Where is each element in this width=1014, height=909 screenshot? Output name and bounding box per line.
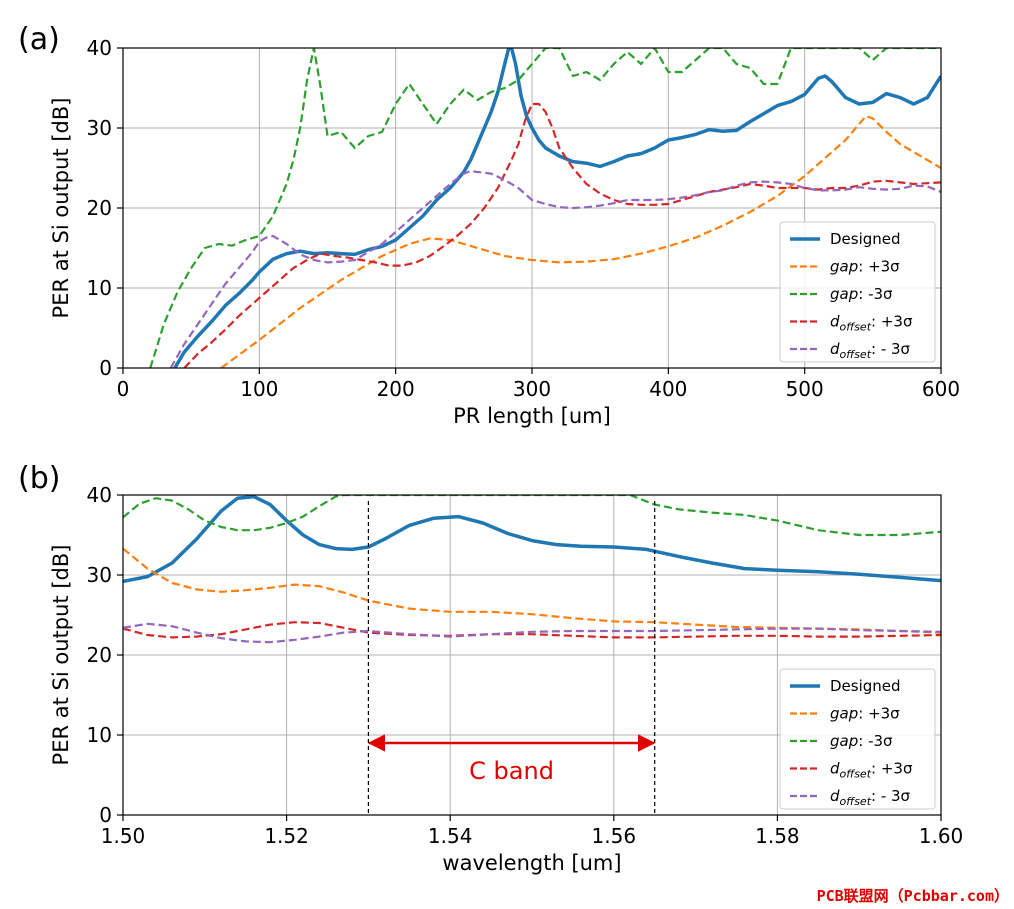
y-tick-label: 20	[87, 196, 112, 220]
x-tick-label: 1.56	[592, 824, 637, 848]
series-line-gap_plus	[123, 547, 941, 634]
legend-box	[779, 221, 936, 363]
y-tick-label: 30	[87, 563, 112, 587]
series-line-gap_minus	[123, 495, 941, 537]
series-line-doff_minus	[169, 170, 941, 368]
legend-label: doffset: - 3σ	[830, 787, 911, 808]
series-line-designed	[123, 495, 941, 584]
series-line-doff_plus	[123, 621, 941, 639]
x-tick-label: 100	[240, 377, 278, 401]
panel-b: C band 1.50 1.52 1.54 1.56 1.58 1.60 0 10 20 30 40 w…	[18, 461, 963, 875]
x-tick-label: 1.50	[101, 824, 146, 848]
series-line-gap_minus	[149, 48, 941, 368]
x-tick-label: 300	[513, 377, 551, 401]
legend-label: Designed	[830, 677, 901, 695]
y-axis-label: PER at Si output [dB]	[49, 98, 73, 319]
y-tick-label: 30	[87, 116, 112, 140]
panel-label: (a)	[18, 22, 60, 57]
y-tick-label: 10	[87, 723, 112, 747]
x-axis-label: wavelength [um]	[442, 851, 621, 875]
x-tick-label: 1.58	[755, 824, 800, 848]
y-tick-label: 20	[87, 643, 112, 667]
x-tick-label: 200	[377, 377, 415, 401]
series-line-doff_plus	[183, 102, 941, 368]
x-tick-label: 1.60	[919, 824, 964, 848]
legend-label: Designed	[830, 230, 901, 248]
x-tick-label: 1.54	[428, 824, 473, 848]
panel-label: (b)	[18, 461, 60, 496]
legend-label: doffset: +3σ	[830, 760, 913, 781]
y-axis-label: PER at Si output [dB]	[49, 545, 73, 766]
y-tick-label: 40	[87, 483, 112, 507]
legend-label: doffset: +3σ	[830, 313, 913, 334]
legend: Designed gap: +3σ gap: -3σ doffset: +3σ doff…	[779, 668, 936, 810]
series-group	[149, 48, 941, 368]
x-tick-label: 400	[649, 377, 687, 401]
series-line-doff_minus	[123, 622, 941, 644]
x-tick-label: 600	[922, 377, 960, 401]
panel-a: 0 100 200 300 400 500 600 0 10 20 30 40 PR length [u…	[18, 22, 960, 428]
y-tick-label: 10	[87, 276, 112, 300]
series-group	[123, 495, 941, 644]
legend-label: gap: -3σ	[830, 732, 893, 750]
x-tick-label: 1.52	[264, 824, 309, 848]
c-band-label: C band	[469, 757, 554, 785]
legend-label: doffset: - 3σ	[830, 340, 911, 361]
y-tick-label: 0	[99, 356, 112, 380]
legend: Designed gap: +3σ gap: -3σ doffset: +3σ doff…	[779, 221, 936, 363]
y-tick-label: 0	[99, 803, 112, 827]
x-tick-label: 0	[117, 377, 130, 401]
y-tick-label: 40	[87, 36, 112, 60]
series-line-designed	[173, 48, 941, 368]
watermark-text: PCB联盟网（Pcbbar.com）	[817, 887, 1009, 905]
legend-label: gap: +3σ	[830, 258, 900, 276]
x-tick-label: 500	[786, 377, 824, 401]
legend-label: gap: -3σ	[830, 285, 893, 303]
x-axis-label: PR length [um]	[453, 404, 611, 428]
legend-label: gap: +3σ	[830, 705, 900, 723]
legend-box	[779, 668, 936, 810]
series-line-gap_plus	[220, 114, 941, 368]
